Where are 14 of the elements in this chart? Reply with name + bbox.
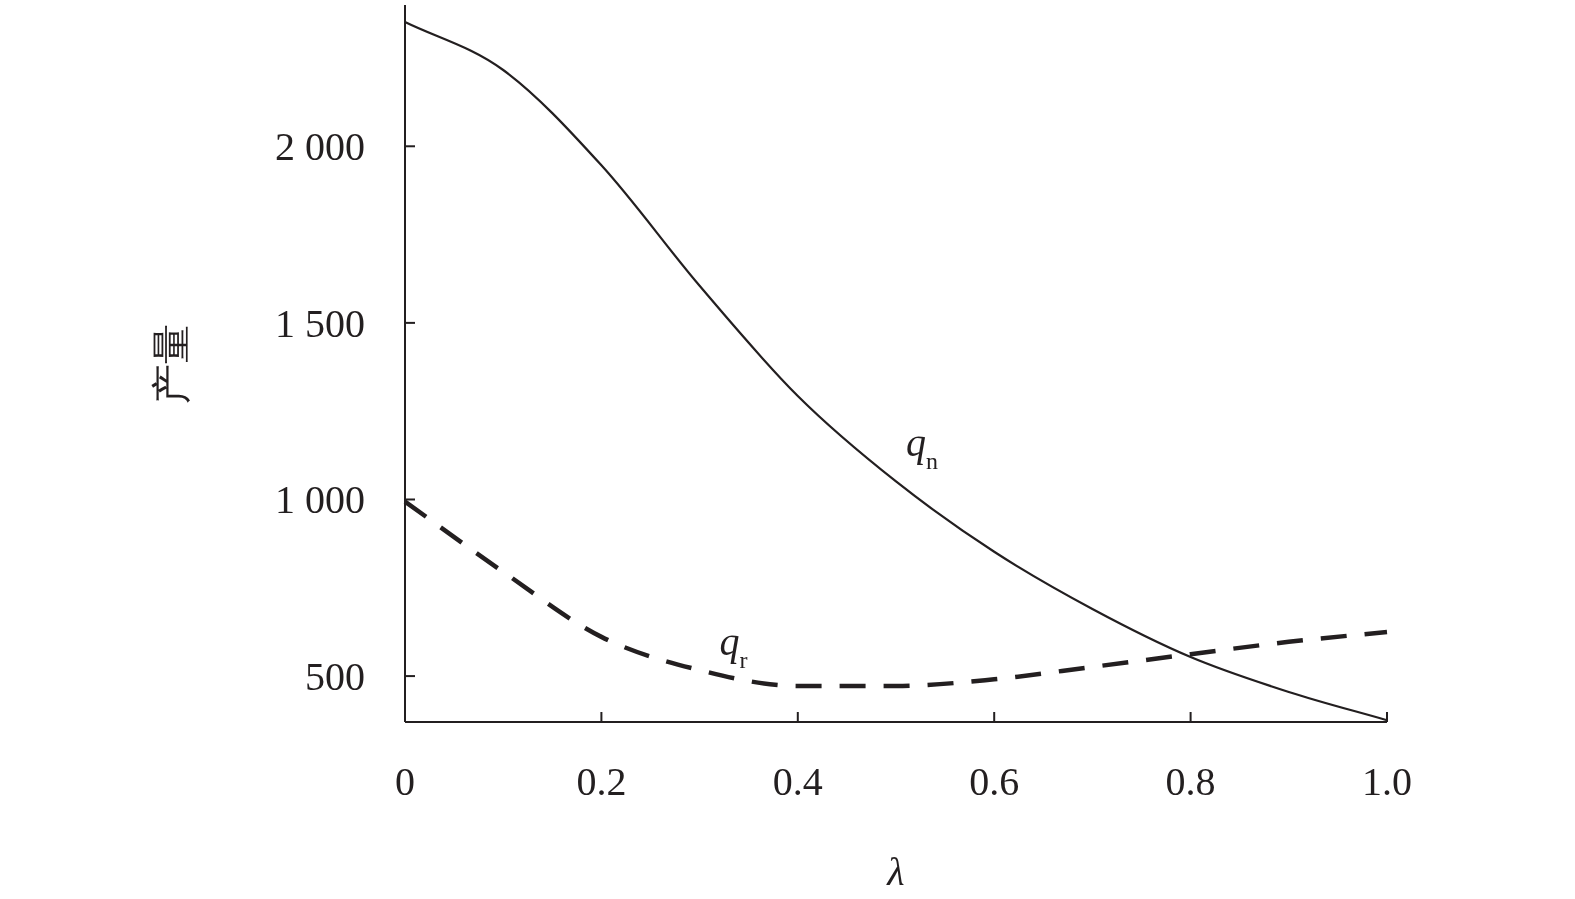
x-tick-label: 0.2 bbox=[576, 759, 627, 804]
y-axis-title: 产量 bbox=[149, 323, 194, 404]
y-tick-label: 2 000 bbox=[275, 124, 365, 170]
x-tick-label: 0.6 bbox=[969, 759, 1020, 804]
series-label: q$_{n}$ bbox=[906, 420, 938, 475]
x-tick-label: 0.8 bbox=[1165, 759, 1216, 804]
y-tick-label: 1 000 bbox=[275, 477, 365, 523]
y-tick-label: 500 bbox=[305, 654, 365, 700]
x-axis-title: λ bbox=[886, 849, 905, 894]
x-tick-label: 0 bbox=[395, 759, 415, 804]
x-tick-label: 1.0 bbox=[1362, 759, 1412, 804]
y-tick-label: 1 500 bbox=[275, 300, 365, 346]
series-label: q$_{r}$ bbox=[719, 619, 748, 674]
x-tick-label: 0.4 bbox=[772, 759, 823, 804]
